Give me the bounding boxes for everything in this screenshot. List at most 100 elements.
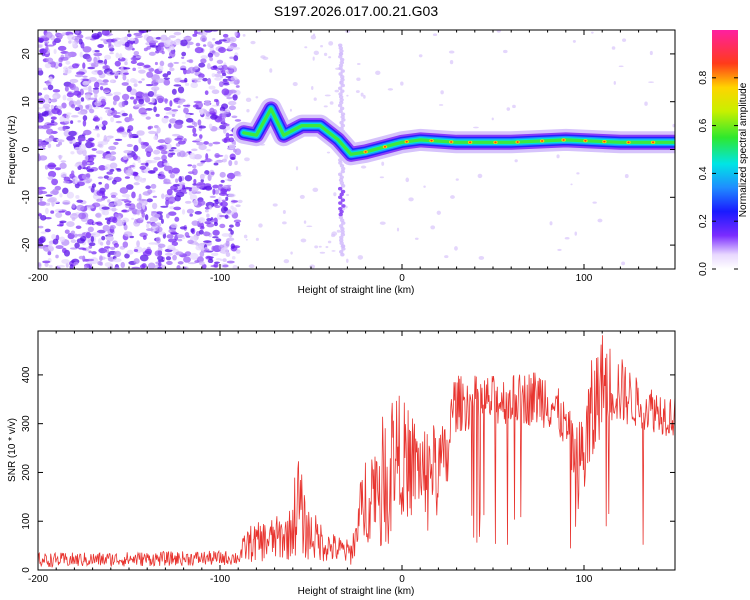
noise-speck <box>206 213 210 218</box>
noise-speck <box>69 213 79 220</box>
y-tick-label: 0 <box>21 567 32 573</box>
noise-speck <box>171 133 181 137</box>
noise-speck <box>234 148 242 156</box>
noise-speck <box>125 203 132 206</box>
noise-speck <box>168 56 172 59</box>
noise-speck <box>189 186 199 193</box>
noise-speck <box>199 173 205 180</box>
faint-speck <box>320 44 323 48</box>
noise-speck <box>228 65 236 69</box>
noise-speck <box>146 221 152 224</box>
noise-speck <box>185 41 194 46</box>
faint-speck <box>379 221 386 225</box>
streak-speck <box>340 69 345 73</box>
noise-speck <box>77 111 87 115</box>
noise-speck <box>177 140 186 145</box>
noise-speck <box>185 118 194 123</box>
noise-speck <box>200 179 204 183</box>
noise-speck <box>82 62 86 69</box>
noise-speck <box>192 183 198 186</box>
noise-speck <box>110 79 114 83</box>
noise-speck <box>45 31 53 39</box>
faint-speck <box>313 97 317 101</box>
faint-speck <box>312 33 316 36</box>
noise-speck <box>38 98 46 104</box>
noise-speck <box>184 113 191 119</box>
noise-speck <box>163 181 172 185</box>
snr-ticks: -200 -100 0 100 0 100 200 300 400 <box>21 331 676 585</box>
noise-speck <box>200 35 208 42</box>
noise-speck <box>38 213 42 217</box>
noise-speck <box>153 106 157 113</box>
x-tick-label: -100 <box>210 574 230 585</box>
noise-speck <box>91 33 100 40</box>
noise-speck <box>71 63 80 69</box>
faint-speck <box>246 108 250 113</box>
faint-speck <box>418 54 423 58</box>
noise-speck <box>234 119 242 122</box>
noise-speck <box>71 170 75 176</box>
faint-speck <box>250 40 256 45</box>
noise-speck <box>186 125 195 128</box>
faint-speck <box>624 174 629 179</box>
noise-speck <box>225 240 230 247</box>
noise-speck <box>221 117 226 124</box>
noise-speck <box>234 31 238 37</box>
noise-speck <box>157 161 165 168</box>
faint-speck <box>360 165 367 169</box>
noise-speck <box>156 126 161 134</box>
faint-speck <box>597 218 603 223</box>
noise-speck <box>78 255 85 260</box>
faint-speck <box>514 159 518 163</box>
streak-speck <box>338 195 343 200</box>
colorbar-tick-label: 0.6 <box>698 118 709 132</box>
noise-speck <box>90 142 95 148</box>
noise-speck <box>228 105 237 111</box>
noise-speck <box>168 170 173 174</box>
noise-speck <box>108 39 112 47</box>
noise-speck <box>219 223 226 229</box>
ridge-peak <box>651 141 655 144</box>
noise-speck <box>136 240 140 248</box>
faint-speck <box>444 255 449 259</box>
noise-speck <box>195 245 203 251</box>
noise-speck <box>231 255 236 260</box>
y-tick-label: 100 <box>21 512 32 529</box>
colorbar-label: Normalized spectral amplitude <box>738 82 749 217</box>
figure-title: S197.2026.017.00.21.G03 <box>274 3 438 19</box>
noise-speck <box>147 262 156 269</box>
noise-speck <box>138 69 146 74</box>
noise-speck <box>234 160 238 166</box>
noise-speck <box>192 133 198 137</box>
x-tick-label: 100 <box>576 273 593 284</box>
noise-speck <box>183 256 191 263</box>
noise-speck <box>65 60 71 65</box>
streak-speck <box>338 201 343 205</box>
noise-speck <box>153 82 159 85</box>
noise-speck <box>227 193 236 198</box>
faint-speck <box>324 94 331 97</box>
noise-speck <box>210 114 218 120</box>
noise-speck <box>224 154 229 161</box>
noise-speck <box>230 205 234 210</box>
noise-speck <box>71 104 76 109</box>
noise-speck <box>120 198 129 202</box>
noise-speck <box>68 130 77 137</box>
noise-speck <box>101 206 110 210</box>
noise-speck <box>148 51 156 56</box>
noise-speck <box>191 220 199 226</box>
noise-speck <box>78 38 83 45</box>
faint-speck <box>290 251 293 255</box>
faint-speck <box>430 225 436 230</box>
noise-speck <box>196 200 206 206</box>
noise-speck <box>191 148 198 152</box>
noise-speck <box>226 260 235 264</box>
noise-speck <box>189 252 199 260</box>
streak-speck <box>339 49 344 53</box>
noise-speck <box>113 91 122 96</box>
noise-speck <box>104 164 112 171</box>
noise-speck <box>74 74 83 78</box>
noise-speck <box>38 119 42 123</box>
spectrogram-xlabel: Height of straight line (km) <box>298 285 415 296</box>
